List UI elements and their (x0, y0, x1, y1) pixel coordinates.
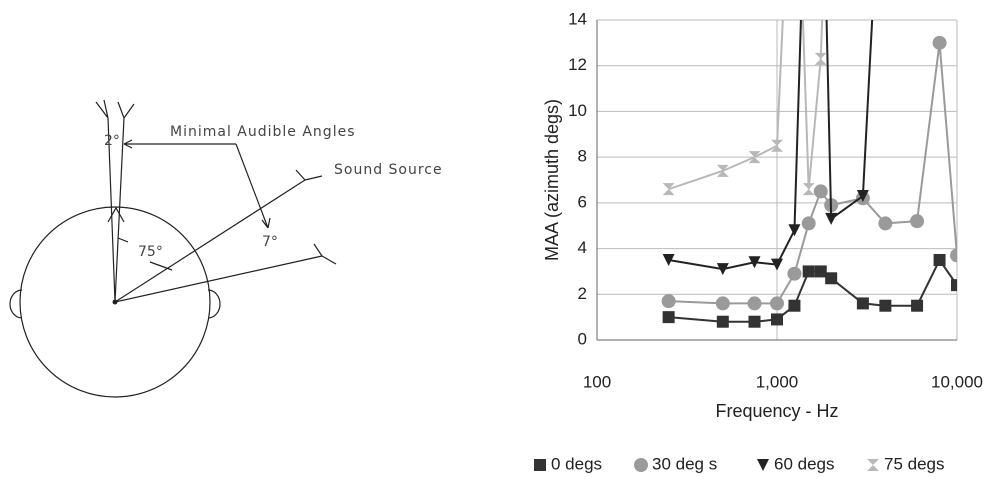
angle-label: 75° (138, 244, 163, 260)
marker (857, 297, 869, 309)
marker (716, 296, 730, 310)
angle-label: 7° (262, 234, 278, 250)
marker (663, 311, 675, 323)
ray-right (115, 102, 134, 302)
source-label: Sound Source (334, 162, 443, 178)
marker (815, 265, 827, 277)
legend-marker (634, 458, 648, 472)
marker (950, 248, 964, 262)
marker (825, 213, 837, 225)
marker (934, 254, 946, 266)
figure: 2° Minimal Audible Angles Sound Source 7… (0, 0, 991, 479)
caption: Minimal Audible Angles (170, 124, 356, 140)
angle-label: 2° (104, 133, 120, 149)
x-axis-title: Frequency - Hz (715, 401, 838, 421)
y-tick-label: 8 (578, 147, 587, 166)
marker (911, 300, 923, 312)
ray-left (96, 100, 115, 302)
marker (749, 316, 761, 328)
series-line (669, 43, 957, 304)
y-tick-label: 0 (578, 329, 587, 348)
legend-label: 75 degs (884, 454, 945, 473)
y-axis-title: MAA (azimuth degs) (542, 99, 562, 261)
y-tick-label: 4 (578, 238, 587, 257)
legend-marker (757, 459, 769, 471)
marker (771, 313, 783, 325)
marker (717, 316, 729, 328)
y-tick-label: 2 (578, 284, 587, 303)
marker (910, 214, 924, 228)
marker (803, 183, 815, 195)
page: 2° Minimal Audible Angles Sound Source 7… (0, 0, 991, 479)
series-line (669, 0, 832, 189)
y-tick-label: 10 (568, 101, 587, 120)
marker (663, 183, 675, 195)
marker (717, 165, 729, 177)
marker (815, 53, 827, 65)
x-tick-label: 10,000 (931, 372, 983, 391)
marker (771, 140, 783, 152)
head-diagram: 2° Minimal Audible Angles Sound Source 7… (10, 100, 443, 397)
leader (124, 140, 270, 228)
legend-label: 0 degs (551, 454, 602, 473)
marker (788, 300, 800, 312)
y-tick-label: 14 (568, 9, 587, 28)
legend-marker (867, 459, 879, 471)
ray-source (115, 170, 322, 302)
marker (770, 296, 784, 310)
marker (951, 279, 963, 291)
marker (802, 216, 816, 230)
marker (825, 272, 837, 284)
marker (879, 300, 891, 312)
marker (803, 265, 815, 277)
legend-label: 60 degs (774, 454, 835, 473)
y-tick-label: 6 (578, 192, 587, 211)
marker (787, 267, 801, 281)
legend-label: 30 deg s (652, 454, 717, 473)
x-tick-label: 1,000 (756, 372, 799, 391)
marker (814, 184, 828, 198)
x-tick-label: 100 (583, 372, 611, 391)
marker (878, 216, 892, 230)
marker (748, 296, 762, 310)
legend-marker (534, 459, 546, 471)
marker (788, 224, 800, 236)
y-tick-label: 12 (568, 55, 587, 74)
nose (108, 208, 124, 222)
marker (662, 294, 676, 308)
marker (933, 36, 947, 50)
plot-area (662, 0, 964, 328)
